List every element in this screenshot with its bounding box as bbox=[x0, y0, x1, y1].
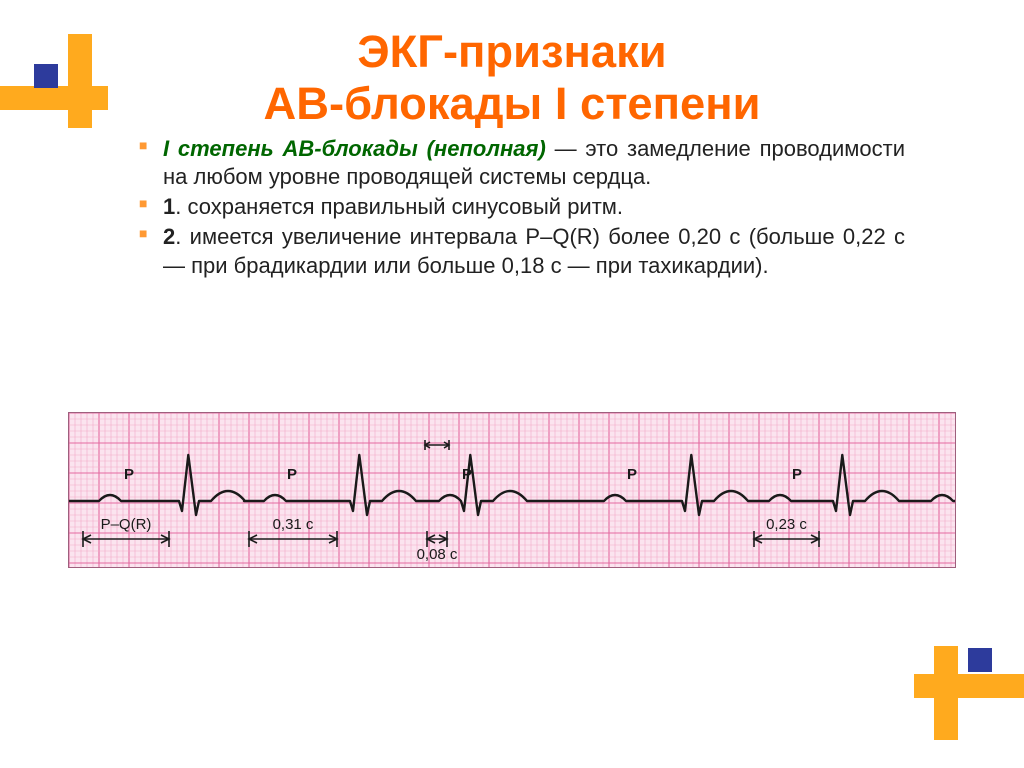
bullet-2-num: 1 bbox=[163, 194, 175, 219]
svg-text:P: P bbox=[462, 466, 472, 483]
svg-text:P: P bbox=[627, 466, 637, 483]
body-content: I степень АВ-блокады (неполная) — это за… bbox=[135, 135, 905, 282]
bullet-2-rest: . сохраняется правильный синусовый ритм. bbox=[175, 194, 623, 219]
svg-text:0,08 с: 0,08 с bbox=[417, 546, 458, 563]
bullet-1: I степень АВ-блокады (неполная) — это за… bbox=[135, 135, 905, 191]
ecg-trace: P P P P P P–Q(R) 0,31 с 0,08 с 0,23 с bbox=[69, 413, 956, 568]
deco-bot-yellow-v bbox=[934, 646, 958, 740]
title-line1: ЭКГ-признаки bbox=[357, 26, 666, 77]
deco-bot-blue bbox=[968, 648, 992, 672]
ecg-strip: P P P P P P–Q(R) 0,31 с 0,08 с 0,23 с bbox=[68, 412, 956, 568]
svg-text:0,23 с: 0,23 с bbox=[766, 516, 807, 533]
slide-title: ЭКГ-признаки АВ-блокады I степени bbox=[0, 26, 1024, 130]
bullet-2: 1. сохраняется правильный синусовый ритм… bbox=[135, 193, 905, 221]
svg-text:P: P bbox=[287, 466, 297, 483]
bullet-3: 2. имеется увеличение интервала P–Q(R) б… bbox=[135, 223, 905, 279]
title-line2: АВ-блокады I степени bbox=[264, 78, 761, 129]
svg-text:P: P bbox=[792, 466, 802, 483]
bullet-3-rest: . имеется увеличение интервала P–Q(R) бо… bbox=[163, 224, 905, 277]
bullet-1-lead: I степень АВ-блокады (неполная) bbox=[163, 136, 546, 161]
deco-bot-yellow-h bbox=[914, 674, 1024, 698]
svg-text:0,31 с: 0,31 с bbox=[273, 516, 314, 533]
svg-text:P: P bbox=[124, 466, 134, 483]
bullet-3-num: 2 bbox=[163, 224, 175, 249]
svg-text:P–Q(R): P–Q(R) bbox=[101, 516, 152, 533]
